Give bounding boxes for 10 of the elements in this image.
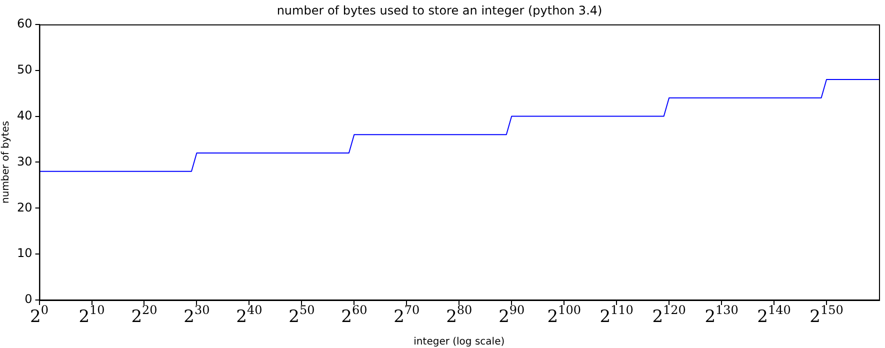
y-tick-label: 50 — [16, 62, 32, 76]
y-axis-title: number of bytes — [0, 120, 12, 204]
y-tick-label: 30 — [16, 154, 32, 168]
chart-title: number of bytes used to store an integer (python 3.4) — [276, 3, 602, 18]
y-tick-label: 60 — [16, 16, 32, 31]
y-tick-label: 20 — [16, 200, 32, 214]
x-axis-title: integer (log scale) — [414, 336, 505, 348]
y-tick-label: 0 — [24, 292, 32, 306]
y-tick-label: 10 — [16, 246, 32, 260]
y-tick-label: 40 — [16, 108, 32, 122]
